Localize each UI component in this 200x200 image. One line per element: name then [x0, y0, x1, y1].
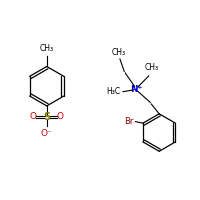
Text: Br: Br — [124, 117, 133, 126]
Text: O: O — [30, 112, 37, 121]
Text: CH₃: CH₃ — [112, 48, 126, 57]
Text: O⁻: O⁻ — [41, 129, 53, 138]
Text: H₃C: H₃C — [106, 87, 121, 96]
Text: CH₃: CH₃ — [40, 44, 54, 53]
Text: CH₃: CH₃ — [144, 63, 158, 72]
Text: N⁺: N⁺ — [130, 85, 143, 94]
Text: S: S — [43, 112, 50, 122]
Text: O: O — [57, 112, 64, 121]
